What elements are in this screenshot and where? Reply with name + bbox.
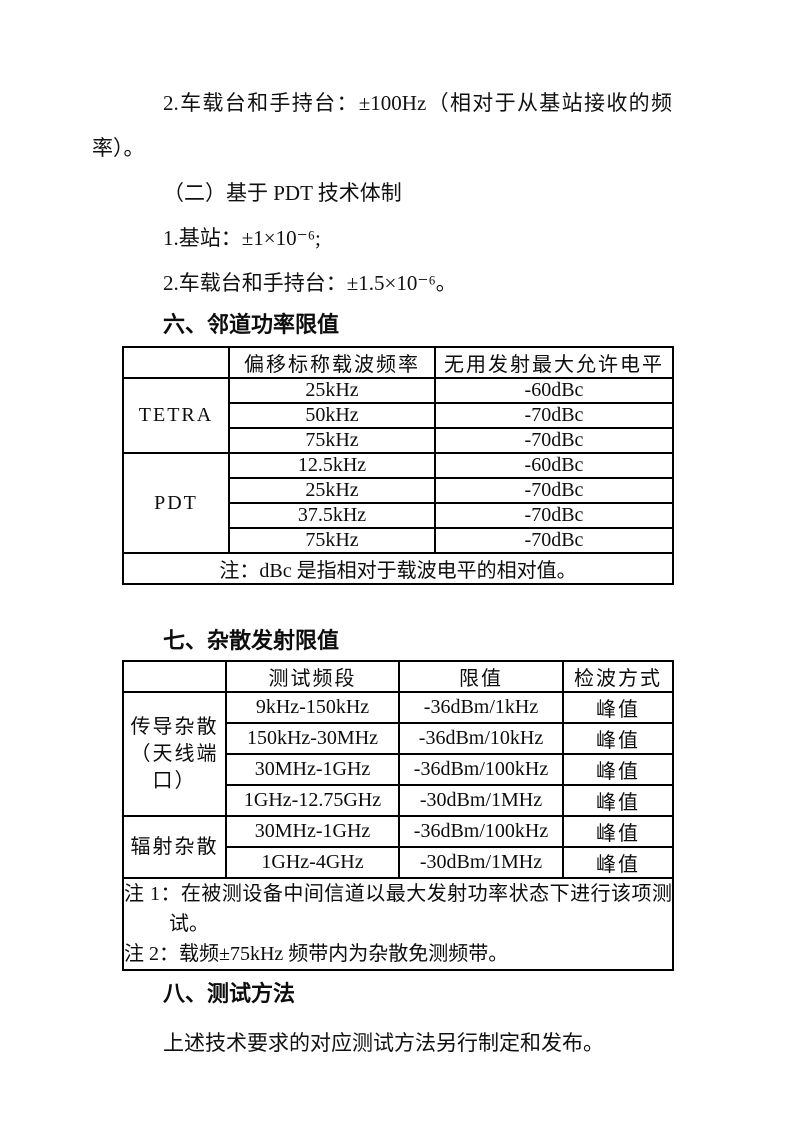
detection-cell: 峰值 xyxy=(562,691,674,724)
detection-header-cell: 检波方式 xyxy=(562,660,674,693)
section-7-heading: 七、杂散发射限值 xyxy=(163,628,340,653)
limit-header-cell: 限值 xyxy=(398,660,564,693)
detection-cell: 峰值 xyxy=(562,784,674,817)
detection-cell: 峰值 xyxy=(562,846,674,879)
detection-cell: 峰值 xyxy=(562,753,674,786)
limit-cell: -36dBm/100kHz xyxy=(398,753,564,786)
group-label-cell-tetra: TETRA xyxy=(122,377,230,454)
spurious-emission-table: 测试频段 限值 检波方式 传导杂散（天线端口） 9kHz-150kHz -36d… xyxy=(122,660,674,971)
band-header-cell: 测试频段 xyxy=(225,660,400,693)
band-cell: 1GHz-12.75GHz xyxy=(225,784,400,817)
list-item-mobile-handheld: 2.车载台和手持台：±1.5×10⁻⁶。 xyxy=(163,271,457,295)
adjacent-channel-power-table: 偏移标称载波频率 无用发射最大允许电平 TETRA 25kHz -60dBc 5… xyxy=(122,346,674,585)
offset-header-cell: 偏移标称载波频率 xyxy=(228,346,436,379)
limit-cell: -70dBc xyxy=(434,427,674,454)
spurious-note-1: 注 1：在被测设备中间信道以最大发射功率状态下进行该项测试。 xyxy=(124,883,672,935)
limit-cell: -30dBm/1MHz xyxy=(398,846,564,879)
limit-cell: -70dBc xyxy=(434,527,674,554)
limit-cell: -36dBm/1kHz xyxy=(398,691,564,724)
table-header-row: 偏移标称载波频率 无用发射最大允许电平 xyxy=(122,346,674,379)
limit-cell: -36dBm/10kHz xyxy=(398,722,564,755)
closing-paragraph: 上述技术要求的对应测试方法另行制定和发布。 xyxy=(163,1031,604,1055)
limit-cell: -70dBc xyxy=(434,477,674,504)
freq-offset-cell: 75kHz xyxy=(228,527,436,554)
group-label-cell-conducted: 传导杂散（天线端口） xyxy=(122,691,227,817)
table-row: 30MHz-1GHz -36dBm/100kHz 峰值 xyxy=(123,753,674,786)
band-cell: 30MHz-1GHz xyxy=(225,753,400,786)
table-header-row: 测试频段 限值 检波方式 xyxy=(122,660,674,693)
freq-offset-cell: 25kHz xyxy=(228,477,436,504)
table-row: 50kHz -70dBc xyxy=(123,402,674,429)
table-row: 25kHz -70dBc xyxy=(123,477,674,504)
empty-header-cell xyxy=(122,660,227,693)
group-label-cell-radiated: 辐射杂散 xyxy=(122,815,227,879)
band-cell: 150kHz-30MHz xyxy=(225,722,400,755)
list-item-base-station: 1.基站：±1×10⁻⁶; xyxy=(163,226,321,250)
detection-cell: 峰值 xyxy=(562,815,674,848)
freq-offset-cell: 12.5kHz xyxy=(228,452,436,479)
spurious-notes: 注 1：在被测设备中间信道以最大发射功率状态下进行该项测试。 注 2：载频±75… xyxy=(122,877,674,971)
acp-note: 注：dBc 是指相对于载波电平的相对值。 xyxy=(122,552,674,585)
intro-paragraph: 2.车载台和手持台：±100Hz（相对于从基站接收的频率）。 xyxy=(92,91,672,160)
table-row: 37.5kHz -70dBc xyxy=(123,502,674,529)
empty-header-cell xyxy=(122,346,230,379)
subsection-heading-pdt: （二）基于 PDT 技术体制 xyxy=(163,181,402,205)
section-8-heading: 八、测试方法 xyxy=(163,981,296,1006)
group-label-cell-pdt: PDT xyxy=(122,452,230,554)
spurious-note-2: 注 2：载频±75kHz 频带内为杂散免测频带。 xyxy=(124,943,509,965)
table-row: PDT 12.5kHz -60dBc xyxy=(122,452,674,554)
freq-offset-cell: 25kHz xyxy=(228,377,436,404)
limit-cell: -70dBc xyxy=(434,502,674,529)
table-note-row: 注：dBc 是指相对于载波电平的相对值。 xyxy=(122,552,674,585)
table-row: 传导杂散（天线端口） 9kHz-150kHz -36dBm/1kHz 峰值 xyxy=(122,691,674,817)
table-row: 75kHz -70dBc xyxy=(123,427,674,454)
table-row: 1GHz-12.75GHz -30dBm/1MHz 峰值 xyxy=(123,784,674,817)
limit-cell: -30dBm/1MHz xyxy=(398,784,564,817)
table-note-row: 注 1：在被测设备中间信道以最大发射功率状态下进行该项测试。 注 2：载频±75… xyxy=(122,877,674,971)
limit-cell: -60dBc xyxy=(434,377,674,404)
table-row: 150kHz-30MHz -36dBm/10kHz 峰值 xyxy=(123,722,674,755)
band-cell: 1GHz-4GHz xyxy=(225,846,400,879)
limit-cell: -36dBm/100kHz xyxy=(398,815,564,848)
table-row: 1GHz-4GHz -30dBm/1MHz 峰值 xyxy=(123,846,674,879)
band-cell: 30MHz-1GHz xyxy=(225,815,400,848)
freq-offset-cell: 50kHz xyxy=(228,402,436,429)
limit-cell: -60dBc xyxy=(434,452,674,479)
freq-offset-cell: 75kHz xyxy=(228,427,436,454)
limit-header-cell: 无用发射最大允许电平 xyxy=(434,346,674,379)
table-row: TETRA 25kHz -60dBc xyxy=(122,377,674,454)
detection-cell: 峰值 xyxy=(562,722,674,755)
section-6-heading: 六、邻道功率限值 xyxy=(163,312,340,337)
table-row: 辐射杂散 30MHz-1GHz -36dBm/100kHz 峰值 xyxy=(122,815,674,879)
band-cell: 9kHz-150kHz xyxy=(225,691,400,724)
table-row: 75kHz -70dBc xyxy=(123,527,674,554)
limit-cell: -70dBc xyxy=(434,402,674,429)
freq-offset-cell: 37.5kHz xyxy=(228,502,436,529)
